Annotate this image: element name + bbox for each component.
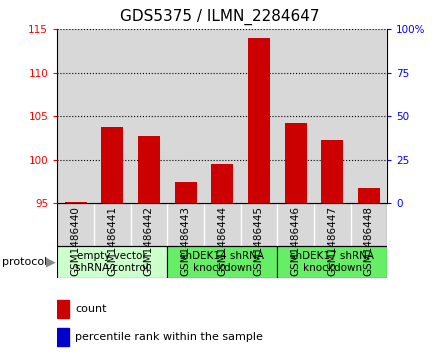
Bar bbox=[204, 203, 241, 278]
Bar bbox=[167, 203, 204, 278]
Bar bbox=[277, 246, 387, 278]
Bar bbox=[57, 203, 387, 246]
Bar bbox=[241, 29, 277, 203]
Point bbox=[365, 160, 372, 166]
Bar bbox=[314, 203, 351, 278]
Bar bbox=[57, 203, 94, 278]
Bar bbox=[101, 127, 123, 203]
Bar bbox=[167, 246, 277, 278]
Bar bbox=[57, 246, 167, 278]
Bar bbox=[167, 29, 204, 203]
Bar bbox=[358, 188, 380, 203]
Bar bbox=[277, 29, 314, 203]
Bar bbox=[204, 29, 241, 203]
Bar bbox=[211, 164, 233, 203]
Point bbox=[255, 113, 262, 119]
Bar bbox=[314, 29, 351, 203]
Text: empty vector
shRNA control: empty vector shRNA control bbox=[75, 251, 149, 273]
Text: count: count bbox=[75, 304, 107, 314]
Bar bbox=[57, 328, 69, 346]
Point bbox=[329, 160, 336, 166]
Point bbox=[219, 159, 226, 164]
Bar bbox=[241, 203, 277, 278]
Bar bbox=[94, 203, 131, 278]
Text: shDEK14 shRNA
knockdown: shDEK14 shRNA knockdown bbox=[180, 251, 264, 273]
Bar bbox=[65, 201, 87, 203]
Bar bbox=[321, 140, 343, 203]
Text: protocol: protocol bbox=[2, 257, 48, 267]
Bar bbox=[351, 29, 387, 203]
Bar bbox=[57, 29, 94, 203]
Bar bbox=[94, 29, 131, 203]
Bar bbox=[277, 203, 314, 278]
Bar bbox=[131, 29, 167, 203]
Point bbox=[292, 157, 299, 163]
Point bbox=[72, 174, 79, 180]
Point bbox=[145, 153, 152, 159]
Point bbox=[182, 152, 189, 158]
Bar bbox=[57, 300, 69, 318]
Point bbox=[109, 159, 116, 164]
Text: GDS5375 / ILMN_2284647: GDS5375 / ILMN_2284647 bbox=[120, 9, 320, 25]
Bar bbox=[285, 123, 307, 203]
Text: ▶: ▶ bbox=[46, 256, 56, 269]
Bar bbox=[175, 182, 197, 203]
Bar bbox=[351, 203, 387, 278]
Bar bbox=[138, 136, 160, 203]
Bar bbox=[131, 203, 167, 278]
Bar bbox=[248, 38, 270, 203]
Text: shDEK17 shRNA
knockdown: shDEK17 shRNA knockdown bbox=[290, 251, 374, 273]
Text: percentile rank within the sample: percentile rank within the sample bbox=[75, 332, 263, 342]
